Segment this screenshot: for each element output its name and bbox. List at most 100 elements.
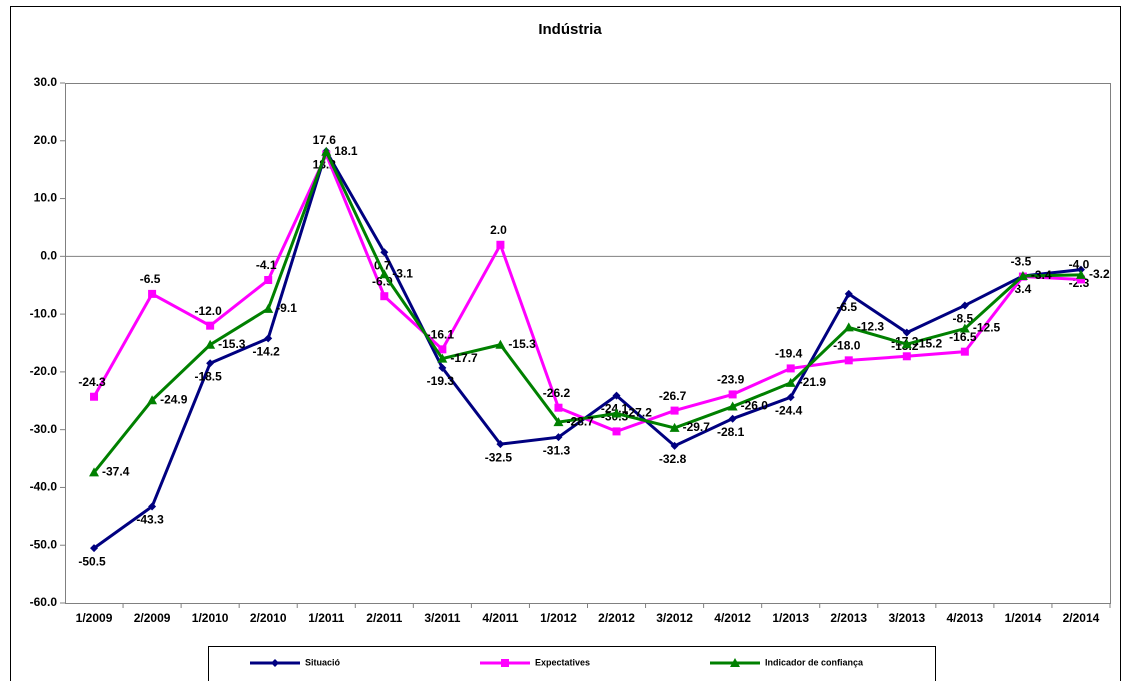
x-tick-label: 3/2011 <box>424 611 460 625</box>
value-label: -15.3 <box>218 337 246 351</box>
point <box>902 352 911 361</box>
point <box>843 322 854 332</box>
point <box>495 339 506 349</box>
value-label: -24.9 <box>160 392 188 406</box>
value-label: -6.5 <box>836 300 857 314</box>
value-label: -12.5 <box>973 321 1001 335</box>
point <box>554 403 563 412</box>
point <box>148 289 157 298</box>
point <box>501 659 509 667</box>
value-label: -24.4 <box>775 403 803 417</box>
point <box>844 289 853 298</box>
value-label: -26.2 <box>543 386 571 400</box>
value-label: -19.4 <box>775 347 803 361</box>
y-tick-label: -60.0 <box>30 595 58 609</box>
value-label: -3.5 <box>1011 255 1032 269</box>
series-line <box>92 147 1082 474</box>
point <box>730 658 740 667</box>
value-label: -18.0 <box>833 339 861 353</box>
point <box>206 321 215 330</box>
value-label: -32.5 <box>485 450 513 464</box>
y-tick-label: -40.0 <box>30 480 58 494</box>
value-label: -19.3 <box>427 374 455 388</box>
x-tick-label: 2/2012 <box>598 611 635 625</box>
point <box>438 363 447 372</box>
value-label: -37.4 <box>102 465 130 479</box>
legend-label: Situació <box>305 657 341 667</box>
point <box>612 427 621 436</box>
point <box>380 292 389 301</box>
point <box>727 401 738 411</box>
value-label: 18.1 <box>334 144 358 158</box>
point <box>612 391 621 400</box>
value-label: -28.7 <box>566 414 594 428</box>
point <box>959 323 970 333</box>
point <box>553 417 564 427</box>
y-tick-label: 20.0 <box>34 133 58 147</box>
value-label: -32.8 <box>659 452 687 466</box>
value-label: -17.3 <box>891 334 919 348</box>
point <box>206 359 215 368</box>
legend-label: Indicador de confiança <box>765 657 864 667</box>
y-tick-label: -10.0 <box>30 306 58 320</box>
point <box>90 544 99 553</box>
point <box>1076 275 1085 284</box>
point <box>786 393 795 402</box>
x-tick-label: 1/2011 <box>308 611 344 625</box>
point <box>960 347 969 356</box>
point <box>496 240 505 249</box>
point <box>901 339 912 349</box>
value-label: -16.1 <box>427 328 455 342</box>
x-tick-label: 3/2013 <box>888 611 925 625</box>
value-label: -9.1 <box>276 301 297 315</box>
y-tick-label: 0.0 <box>40 249 57 263</box>
value-label: -24.3 <box>78 375 106 389</box>
value-label: -15.3 <box>508 337 536 351</box>
x-tick-label: 1/2012 <box>540 611 577 625</box>
x-tick-label: 3/2012 <box>656 611 693 625</box>
value-label: 2.0 <box>490 223 507 237</box>
chart-title: Indústria <box>538 21 602 38</box>
point <box>264 334 273 343</box>
point <box>670 406 679 415</box>
x-tick-label: 4/2013 <box>947 611 984 625</box>
point <box>438 345 447 354</box>
point <box>902 328 911 337</box>
point <box>1076 265 1085 274</box>
value-label: -3.2 <box>1089 267 1110 281</box>
value-label: -23.9 <box>717 373 745 387</box>
value-label: -21.9 <box>799 375 827 389</box>
y-tick-label: -20.0 <box>30 364 58 378</box>
value-label: 17.6 <box>313 133 337 147</box>
point <box>554 433 563 442</box>
value-label: -16.5 <box>949 330 977 344</box>
value-label: -8.5 <box>953 312 974 326</box>
series-line <box>92 150 1082 434</box>
legend-label: Expectatives <box>535 657 590 667</box>
point <box>205 339 216 349</box>
x-tick-label: 1/2014 <box>1005 611 1042 625</box>
chart-border <box>10 6 1121 681</box>
value-label: -43.3 <box>136 513 164 527</box>
value-label: -4.0 <box>1069 258 1090 272</box>
point <box>89 467 100 477</box>
point <box>437 353 448 363</box>
point <box>496 440 505 449</box>
value-label: -4.1 <box>256 258 277 272</box>
point <box>379 269 390 279</box>
value-label: -14.2 <box>253 345 281 359</box>
value-label: -12.0 <box>194 304 222 318</box>
value-label: -3.1 <box>392 266 413 280</box>
x-tick-label: 1/2009 <box>76 611 113 625</box>
value-label: -18.5 <box>194 369 222 383</box>
x-tick-label: 2/2011 <box>366 611 402 625</box>
point <box>611 408 622 418</box>
value-label: -26.7 <box>659 389 687 403</box>
point <box>1017 270 1028 280</box>
point <box>380 248 389 257</box>
point <box>271 659 279 667</box>
point <box>669 422 680 432</box>
x-tick-label: 2/2013 <box>830 611 867 625</box>
point <box>728 390 737 399</box>
